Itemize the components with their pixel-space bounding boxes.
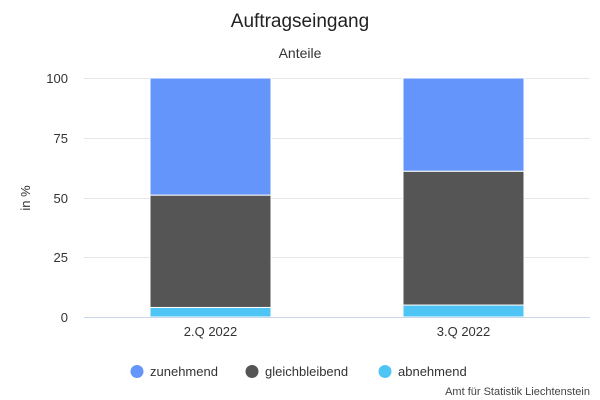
legend-label-abnehmend: abnehmend — [398, 364, 467, 379]
x-tick-label: 2.Q 2022 — [184, 324, 238, 339]
bar-segment-zunehmend-2 — [402, 77, 525, 172]
y-tick-label: 75 — [54, 131, 68, 146]
y-tick-label: 50 — [54, 191, 68, 206]
x-tick-label: 3.Q 2022 — [437, 324, 491, 339]
bar-segment-zunehmend-1 — [149, 77, 272, 196]
legend-swatch-zunehmend — [130, 365, 144, 378]
credit: Amt für Statistik Liechtenstein — [445, 386, 590, 398]
chart-subtitle: Anteile — [279, 45, 322, 61]
chart-title: Auftragseingang — [231, 11, 369, 32]
x-axis-ticks: 2.Q 2022 3.Q 2022 — [184, 324, 491, 339]
legend-swatch-abnehmend — [378, 365, 392, 378]
bar-segment-gleichbleibend-1 — [149, 194, 272, 308]
y-axis-title: in % — [18, 185, 33, 211]
legend-label-zunehmend: zunehmend — [150, 364, 218, 379]
bar-segment-abnehmend-1 — [149, 306, 272, 318]
bar-segment-gleichbleibend-2 — [402, 170, 525, 306]
legend-label-gleichbleibend: gleichbleibend — [265, 364, 348, 379]
y-tick-label: 100 — [46, 71, 68, 86]
bar-segment-abnehmend-2 — [402, 304, 525, 318]
legend: zunehmend gleichbleibend abnehmend — [130, 364, 467, 379]
bars — [149, 77, 525, 318]
legend-swatch-gleichbleibend — [245, 365, 259, 378]
y-tick-label: 25 — [54, 250, 68, 265]
y-axis-ticks: 0 25 50 75 100 — [46, 71, 68, 325]
y-tick-label: 0 — [61, 310, 68, 325]
